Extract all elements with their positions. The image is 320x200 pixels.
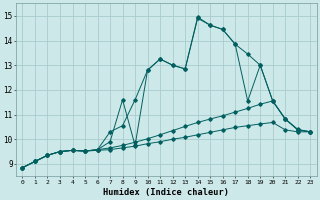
X-axis label: Humidex (Indice chaleur): Humidex (Indice chaleur) [103,188,229,197]
